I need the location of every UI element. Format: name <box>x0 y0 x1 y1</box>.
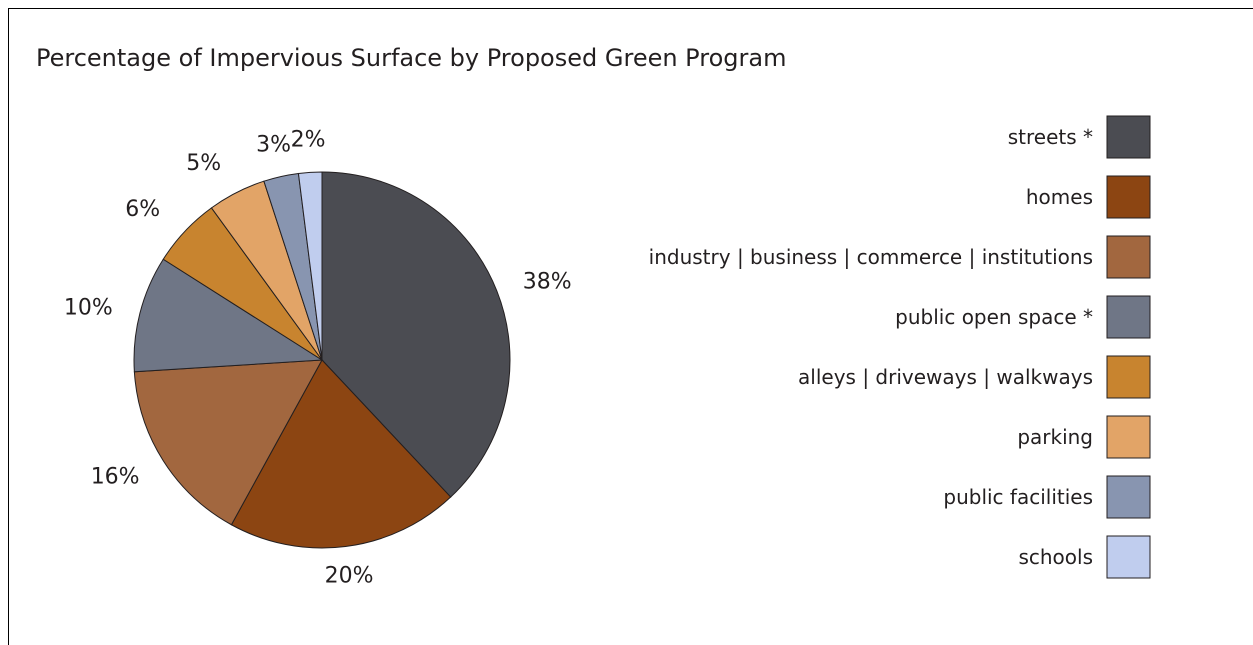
pie-slice-schools <box>297 171 323 361</box>
pie-value-labels: 38% 20% 16% 10% 6% 5% 3% 2% <box>64 127 572 588</box>
legend-label-streets: streets * <box>1008 125 1093 149</box>
pie-slice-homes <box>230 359 452 549</box>
pie-value-label: 20% <box>325 563 374 588</box>
chart-frame <box>8 8 1253 645</box>
legend-swatch-public-facilities <box>1106 475 1151 519</box>
legend: streets * homes industry | business | comm… <box>649 115 1151 579</box>
legend-label-schools: schools <box>1018 545 1093 569</box>
legend-swatch-parking <box>1106 415 1151 459</box>
pie-slice-streets <box>321 171 511 498</box>
legend-swatch-industry-business-commerce-institutions <box>1106 235 1151 279</box>
legend-swatch-schools <box>1106 535 1151 579</box>
legend-swatch-alleys-driveways-walkways <box>1106 355 1151 399</box>
chart-title: Percentage of Impervious Surface by Prop… <box>36 44 786 72</box>
pie-value-label: 38% <box>523 270 572 295</box>
legend-swatch-homes <box>1106 175 1151 219</box>
legend-label-alleys-driveways-walkways: alleys | driveways | walkways <box>798 365 1093 389</box>
pie-value-label: 6% <box>125 197 160 222</box>
pie-slice-public-open-space <box>133 258 324 373</box>
pie-value-label: 16% <box>91 465 140 490</box>
legend-label-public-facilities: public facilities <box>943 485 1093 509</box>
pie-value-label: 5% <box>186 151 221 176</box>
legend-swatch-streets <box>1106 115 1151 159</box>
legend-label-industry-business-commerce-institutions: industry | business | commerce | institu… <box>649 245 1093 269</box>
legend-label-parking: parking <box>1017 425 1093 449</box>
pie-value-label: 3% <box>256 132 291 157</box>
pie-value-label: 10% <box>64 295 113 320</box>
legend-label-homes: homes <box>1026 185 1093 209</box>
legend-swatch-public-open-space <box>1106 295 1151 339</box>
legend-label-public-open-space: public open space * <box>895 305 1093 329</box>
pie-value-label: 2% <box>291 127 326 152</box>
pie-slices <box>133 171 511 549</box>
pie-slice-industry-business-commerce-institutions <box>133 359 323 526</box>
